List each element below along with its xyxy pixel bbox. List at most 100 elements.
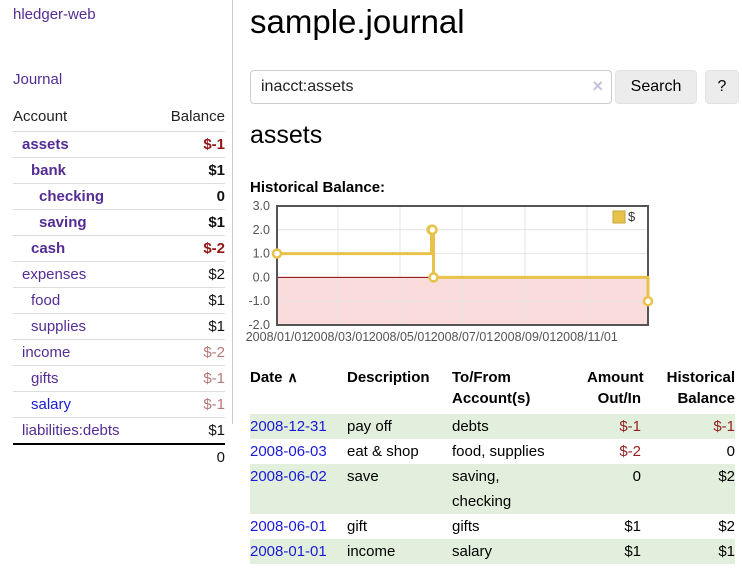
account-name-cell: cash xyxy=(13,235,154,262)
accounts-header-balance: Balance xyxy=(170,108,225,125)
account-balance-cell: $1 xyxy=(153,157,225,184)
register-balance-cell: $-1 xyxy=(713,418,735,435)
register-accounts-cell: food, supplies xyxy=(452,443,545,460)
account-balance-cell: $-1 xyxy=(153,365,225,392)
register-description-cell: save xyxy=(347,468,379,485)
sidebar-account-link[interactable]: food xyxy=(31,292,61,309)
register-row: 2008-06-02 save saving, checking 0 $2 xyxy=(250,464,735,514)
historical-balance-chart: 3.0 2.0 1.0 0.0 -1.0 -2.02008/01/012008/03/01… xyxy=(246,199,654,344)
register-column-header: To/From Account(s) xyxy=(452,369,531,407)
account-row: checking 0 xyxy=(13,183,225,210)
svg-text:0.0: 0.0 xyxy=(253,270,270,284)
sidebar-account-link[interactable]: income xyxy=(22,344,71,361)
register-balance-cell: $2 xyxy=(718,518,735,535)
account-balance-cell: 0 xyxy=(153,183,225,210)
account-row: expenses $2 xyxy=(13,261,225,288)
register-column-header: Description xyxy=(347,369,430,386)
account-row: saving $1 xyxy=(13,209,225,236)
sidebar-account-link[interactable]: supplies xyxy=(31,318,87,335)
sidebar-account-link[interactable]: expenses xyxy=(22,266,87,283)
register-accounts-cell: gifts xyxy=(452,518,480,535)
transaction-date-link[interactable]: 2008-01-01 xyxy=(250,543,327,560)
account-row: supplies $1 xyxy=(13,313,225,340)
svg-text:2.0: 2.0 xyxy=(253,223,270,237)
register-row: 2008-06-01 gift gifts $1 $2 xyxy=(250,514,735,539)
register-amount-cell: $-1 xyxy=(619,418,641,435)
register-balance-cell: $1 xyxy=(718,543,735,560)
sort-asc-icon: ∧ xyxy=(287,369,298,385)
clear-search-icon[interactable]: × xyxy=(592,76,603,96)
accounts-header-account: Account xyxy=(13,108,68,125)
account-balance-cell: $-2 xyxy=(153,339,225,366)
account-name-cell: liabilities:debts xyxy=(13,417,154,444)
accounts-total-row: 0 xyxy=(13,443,225,470)
main-content: sample.journal × Search ? assets Histori… xyxy=(246,0,742,582)
sidebar-account-link[interactable]: assets xyxy=(22,136,69,153)
svg-text:2008/07/01: 2008/07/01 xyxy=(431,330,494,344)
sidebar-account-link[interactable]: salary xyxy=(31,396,72,413)
sidebar-account-link[interactable]: saving xyxy=(39,214,87,231)
register-row: 2008-12-31 pay off debts $-1 $-1 xyxy=(250,414,735,439)
account-name-cell: gifts xyxy=(13,365,154,392)
help-button[interactable]: ? xyxy=(705,70,739,104)
svg-text:2008/05/01: 2008/05/01 xyxy=(369,330,432,344)
transaction-date-link[interactable]: 2008-12-31 xyxy=(250,418,327,435)
account-name-cell: saving xyxy=(13,209,154,236)
account-balance-cell: $1 xyxy=(153,209,225,236)
account-balance-cell: $1 xyxy=(153,313,225,340)
register-column-header: Amount Out/In xyxy=(587,369,644,407)
sidebar-account-link[interactable]: bank xyxy=(31,162,67,179)
svg-text:$: $ xyxy=(628,209,636,224)
account-row: bank $1 xyxy=(13,157,225,184)
register-date-cell: 2008-06-01 xyxy=(250,514,347,539)
register-amount-cell: $1 xyxy=(624,543,641,560)
register-header-row: Date ∧ Description To/From Account(s) Amount O… xyxy=(250,363,735,414)
account-balance-cell: $1 xyxy=(153,417,225,444)
transaction-date-link[interactable]: 2008-06-03 xyxy=(250,443,327,460)
svg-text:-2.0: -2.0 xyxy=(248,318,270,332)
svg-text:1.0: 1.0 xyxy=(253,247,270,261)
register-description-cell: pay off xyxy=(347,418,392,435)
sidebar-item-journal[interactable]: Journal xyxy=(13,71,63,88)
account-row: assets $-1 xyxy=(13,131,225,158)
transaction-date-link[interactable]: 2008-06-02 xyxy=(250,468,327,485)
total-spacer-cell xyxy=(13,443,154,470)
transaction-date-link[interactable]: 2008-06-01 xyxy=(250,518,327,535)
register-row: 2008-01-01 income salary $1 $1 xyxy=(250,539,735,564)
register-amount-cell: $-2 xyxy=(619,443,641,460)
account-balance-cell: $2 xyxy=(153,261,225,288)
register-description-cell: gift xyxy=(347,518,368,535)
account-name-cell: food xyxy=(13,287,154,314)
register-date-cell: 2008-12-31 xyxy=(250,414,347,439)
register-description-cell: eat & shop xyxy=(347,443,419,460)
register-amount-cell: 0 xyxy=(632,468,641,485)
account-title: assets xyxy=(250,121,323,149)
account-row: gifts $-1 xyxy=(13,365,225,392)
register-balance-cell: $2 xyxy=(718,468,735,485)
accounts-table: Account Balance assets $-1 bank $1 checking 0… xyxy=(13,108,225,470)
account-row: salary $-1 xyxy=(13,391,225,418)
register-amount-cell: $1 xyxy=(624,518,641,535)
register-column-header[interactable]: Date ∧ xyxy=(250,369,298,386)
search-input[interactable] xyxy=(250,70,612,104)
account-row: income $-2 xyxy=(13,339,225,366)
register-date-cell: 2008-06-02 xyxy=(250,464,347,514)
page-title: sample.journal xyxy=(250,3,465,40)
sidebar-account-link[interactable]: gifts xyxy=(31,370,59,387)
register-accounts-cell: debts xyxy=(452,418,489,435)
svg-text:2008/09/01: 2008/09/01 xyxy=(494,330,557,344)
sidebar-account-link[interactable]: cash xyxy=(31,240,66,257)
register-accounts-cell: salary xyxy=(452,543,493,560)
register-balance-cell: 0 xyxy=(726,443,735,460)
sidebar-account-link[interactable]: checking xyxy=(39,188,105,205)
search-button[interactable]: Search xyxy=(615,70,697,104)
search-field-wrap: × xyxy=(250,70,612,104)
account-name-cell: bank xyxy=(13,157,154,184)
sidebar-account-link[interactable]: liabilities:debts xyxy=(22,422,120,439)
search-row: × Search ? xyxy=(250,70,742,104)
brand-link[interactable]: hledger-web xyxy=(13,6,96,23)
register-table: Date ∧ Description To/From Account(s) Amount O… xyxy=(250,363,735,564)
account-name-cell: checking xyxy=(13,183,154,210)
register-description-cell: income xyxy=(347,543,396,560)
account-name-cell: supplies xyxy=(13,313,154,340)
